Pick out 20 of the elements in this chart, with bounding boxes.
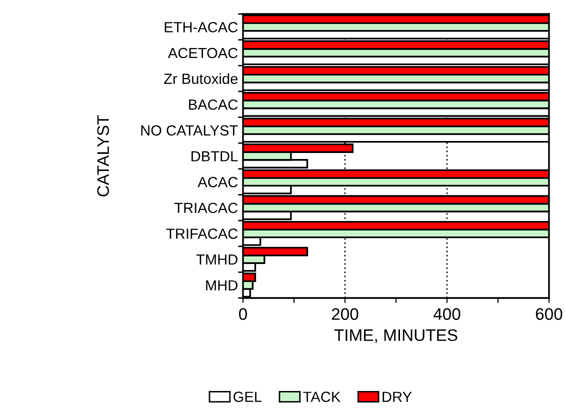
- y-tick-label: Zr Butoxide: [164, 73, 238, 84]
- y-tick-label: TMHD: [196, 254, 238, 265]
- x-tick-label: 600: [536, 308, 562, 320]
- y-tick-label: ETH-ACAC: [164, 22, 238, 32]
- y-tick-label: ACETOAC: [168, 48, 238, 58]
- y-tick-label: TRIACAC: [174, 202, 238, 214]
- legend-label: TACK: [303, 392, 340, 402]
- y-tick-label: TRIFACAC: [166, 228, 238, 239]
- y-tick-label: NO CATALYST: [141, 125, 238, 136]
- y-tick-label: DBTDL: [192, 151, 238, 162]
- y-axis-title: CATALYST: [97, 115, 109, 196]
- legend-label: DRY: [382, 392, 412, 402]
- y-tick-label: BACAC: [189, 99, 238, 110]
- x-tick-label: 0: [239, 308, 247, 320]
- x-tick-label: 400: [433, 308, 460, 320]
- legend-label: GEL: [234, 392, 262, 402]
- x-axis-title: TIME, MINUTES: [334, 329, 458, 344]
- y-tick-label: ACAC: [198, 176, 238, 188]
- x-tick-label: 200: [332, 308, 358, 320]
- y-tick-label: MHD: [206, 280, 238, 290]
